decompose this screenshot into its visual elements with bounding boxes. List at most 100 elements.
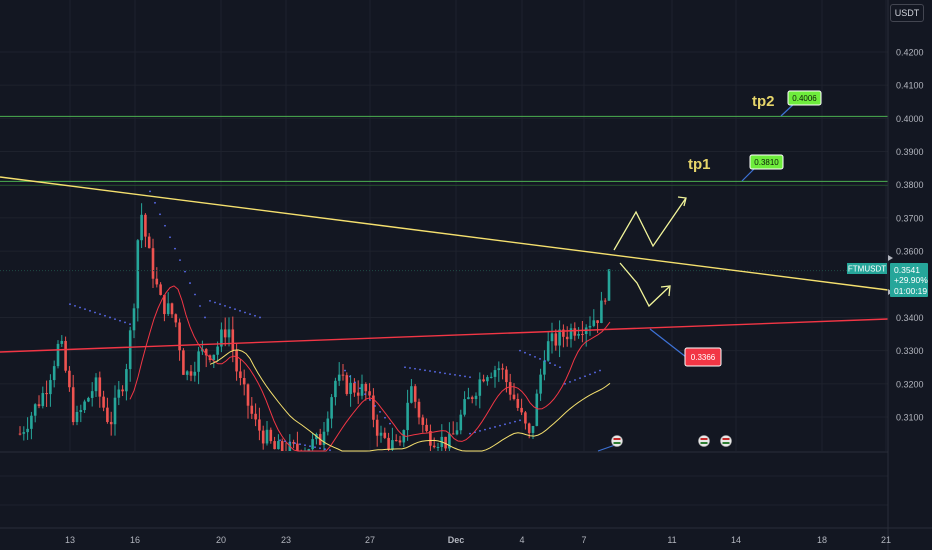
- sar-dot: [94, 311, 96, 314]
- lower-pane: [0, 452, 888, 550]
- candle-body: [261, 430, 265, 444]
- event-marker-icon[interactable]: [720, 435, 732, 447]
- candle-body: [220, 329, 223, 347]
- candle-body: [144, 214, 147, 237]
- candle-body: [349, 382, 352, 394]
- candle-body: [94, 377, 98, 392]
- candle-body: [128, 330, 132, 370]
- candle-body: [178, 322, 181, 351]
- candle-body: [486, 377, 489, 382]
- candle-body: [402, 430, 406, 443]
- sar-dot: [389, 422, 391, 425]
- sar-dot: [469, 376, 471, 379]
- time-tick-label: 16: [130, 535, 140, 545]
- currency-button[interactable]: USDT: [890, 4, 924, 22]
- candle-body: [216, 346, 219, 355]
- event-marker-icon[interactable]: [698, 435, 710, 447]
- candle-body: [147, 236, 151, 249]
- candle-body: [356, 392, 360, 396]
- candlesticks: [18, 203, 611, 454]
- candle-body: [41, 393, 45, 407]
- candle-body: [482, 379, 485, 382]
- candle-body: [501, 368, 504, 370]
- candle-body: [185, 371, 189, 375]
- sar-dot: [519, 349, 521, 352]
- candle-body: [550, 333, 554, 342]
- candle-body: [239, 371, 242, 379]
- candle-body: [368, 391, 371, 396]
- time-tick-label: Dec: [448, 535, 465, 545]
- price-tick-label: 0.3600: [896, 247, 924, 257]
- candle-body: [600, 300, 603, 324]
- time-tick-label: 21: [881, 535, 891, 545]
- annotations: 0.4006 0.3810 0.3366 tp2 tp1 FTMUSDT 0.3541+29…: [611, 90, 928, 447]
- sar-dot: [154, 201, 156, 204]
- sar-dot: [564, 382, 566, 385]
- candle-body: [330, 397, 333, 419]
- sar-dot: [84, 308, 86, 311]
- sar-dot: [224, 304, 226, 307]
- time-tick-label: 18: [817, 535, 827, 545]
- sar-dot: [319, 447, 321, 450]
- bottom-panel: [0, 451, 932, 550]
- price-axis[interactable]: 0.4200 0.4100 0.4000 0.3900 0.3800 0.3700 0.36…: [887, 0, 924, 550]
- parabolic-sar-dots: [69, 190, 601, 452]
- candle-body: [516, 398, 520, 408]
- candle-body: [467, 397, 470, 400]
- sar-dot: [509, 422, 511, 424]
- candle-body: [52, 366, 56, 381]
- sar-dot: [574, 379, 576, 381]
- sar-dot: [354, 381, 356, 384]
- candle-body: [539, 374, 542, 394]
- candle-body: [227, 329, 231, 338]
- candle-body: [520, 407, 523, 413]
- candle-body: [45, 393, 48, 395]
- candle-body: [197, 351, 200, 372]
- candle-body: [497, 368, 501, 371]
- candle-body: [577, 333, 580, 336]
- candle-body: [391, 440, 394, 450]
- candle-body: [155, 278, 159, 285]
- sar-dot: [109, 316, 111, 319]
- ma-slow-line: [209, 349, 611, 452]
- sar-dot: [219, 303, 221, 306]
- candle-body: [265, 429, 269, 444]
- candle-body: [417, 401, 421, 418]
- sar-dot: [114, 318, 116, 321]
- sar-dot: [549, 362, 551, 364]
- candle-body: [60, 340, 64, 344]
- candle-body: [166, 303, 170, 315]
- sar-dot: [589, 373, 591, 376]
- price-tick-label: 0.3400: [896, 313, 924, 323]
- candle-body: [406, 402, 409, 431]
- sar-dot: [169, 236, 171, 239]
- sar-dot: [539, 358, 541, 360]
- price-tick-label: 0.3900: [896, 147, 924, 157]
- candle-body: [307, 449, 311, 451]
- candle-body: [527, 423, 531, 433]
- sar-dot: [414, 367, 416, 370]
- sar-dot: [234, 308, 236, 311]
- sar-dot: [459, 374, 461, 377]
- sar-dot: [569, 381, 571, 383]
- candle-body: [410, 386, 413, 403]
- sar-dot: [599, 369, 601, 372]
- event-marker-icon[interactable]: [611, 435, 623, 447]
- support-tag-box: [684, 347, 722, 367]
- candle-body: [193, 371, 197, 376]
- sar-dot: [494, 426, 496, 428]
- candle-body: [68, 370, 71, 388]
- tp2-tag-value: 0.4006: [792, 94, 817, 103]
- sar-dot: [159, 213, 161, 216]
- candle-body: [337, 374, 341, 381]
- candle-body: [524, 412, 527, 424]
- sar-dot: [554, 364, 556, 367]
- candle-body: [554, 333, 558, 346]
- time-axis[interactable]: 13 16 20 23 27 Dec 4 7 11 14 18 21: [65, 535, 891, 545]
- axis-marker: [888, 255, 893, 261]
- candle-body: [394, 440, 398, 442]
- sar-dot: [329, 449, 331, 452]
- sar-dot: [479, 430, 481, 432]
- tp2-label: tp2: [752, 93, 775, 110]
